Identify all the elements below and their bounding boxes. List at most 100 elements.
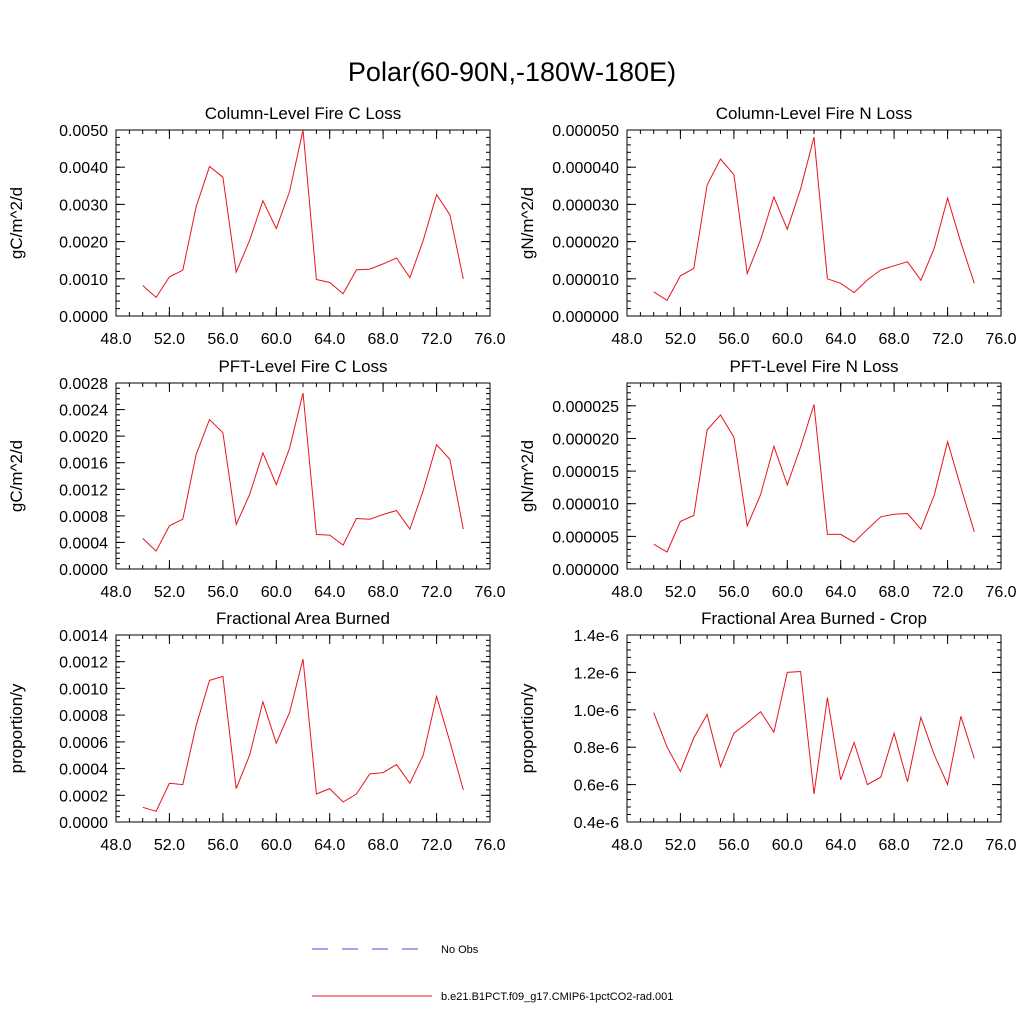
chart-panel-1: 48.0 52.0 56.0 60.0 64.0 68.0 72.0 76.0 0.0000 0.…	[7, 104, 506, 348]
x-tick-label: 72.0	[932, 584, 963, 601]
x-tick-label: 56.0	[718, 584, 749, 601]
y-tick-label: 0.000000	[552, 309, 619, 326]
y-tick-label: 0.0004	[59, 762, 108, 779]
x-tick-label: 64.0	[314, 584, 345, 601]
y-tick-label: 0.4e-6	[574, 815, 619, 832]
x-tick-label: 60.0	[772, 584, 803, 601]
x-tick-label: 56.0	[207, 331, 238, 348]
x-tick-label: 64.0	[825, 584, 856, 601]
x-tick-label: 52.0	[154, 837, 185, 854]
chart-panel-4: 48.0 52.0 56.0 60.0 64.0 68.0 72.0 76.0 0.000000…	[518, 357, 1017, 601]
plot-frame	[115, 129, 491, 317]
y-tick-label: 0.0000	[59, 815, 108, 832]
y-tick-label: 0.0030	[59, 197, 108, 214]
x-tick-label: 60.0	[261, 837, 292, 854]
y-axis-label: proportion/y	[7, 683, 26, 773]
y-tick-label: 1.2e-6	[574, 665, 619, 682]
y-tick-label: 0.000020	[552, 432, 619, 449]
x-tick-label: 72.0	[932, 331, 963, 348]
legend: No Obs b.e21.B1PCT.f09_g17.CMIP6-1pctCO2…	[312, 944, 673, 1003]
y-tick-label: 1.0e-6	[574, 703, 619, 720]
y-tick-label: 0.0000	[59, 309, 108, 326]
x-tick-label: 72.0	[932, 837, 963, 854]
series-line	[653, 136, 975, 302]
x-tick-label: 60.0	[772, 331, 803, 348]
x-tick-label: 68.0	[368, 331, 399, 348]
y-tick-label: 0.0020	[59, 429, 108, 446]
y-tick-label: 1.4e-6	[574, 628, 619, 645]
y-tick-label: 0.0010	[59, 272, 108, 289]
y-tick-label: 0.8e-6	[574, 740, 619, 757]
x-tick-label: 48.0	[611, 584, 642, 601]
y-tick-label: 0.0024	[59, 403, 108, 420]
panel-title: PFT-Level Fire N Loss	[729, 357, 898, 376]
series-line	[653, 670, 975, 795]
legend-no-obs-label: No Obs	[441, 944, 479, 956]
y-tick-label: 0.000005	[552, 529, 619, 546]
y-tick-label: 0.0000	[59, 562, 108, 579]
y-tick-label: 0.0016	[59, 456, 108, 473]
y-tick-label: 0.000010	[552, 272, 619, 289]
y-tick-label: 0.000025	[552, 399, 619, 416]
chart-panels: 48.0 52.0 56.0 60.0 64.0 68.0 72.0 76.0 0.0000 0.…	[7, 104, 1017, 854]
y-tick-label: 0.000010	[552, 497, 619, 514]
series-line	[142, 129, 464, 299]
y-tick-label: 0.0008	[59, 509, 108, 526]
y-tick-label: 0.0040	[59, 160, 108, 177]
chart-panel-5: 48.0 52.0 56.0 60.0 64.0 68.0 72.0 76.0 0.0000 0.…	[7, 609, 506, 854]
x-tick-label: 68.0	[879, 331, 910, 348]
y-axis-label: proportion/y	[518, 683, 537, 773]
legend-model-label: b.e21.B1PCT.f09_g17.CMIP6-1pctCO2-rad.00…	[441, 991, 673, 1003]
y-tick-label: 0.6e-6	[574, 778, 619, 795]
x-tick-label: 68.0	[368, 584, 399, 601]
x-tick-label: 64.0	[825, 331, 856, 348]
x-tick-label: 68.0	[879, 584, 910, 601]
x-tick-label: 52.0	[154, 331, 185, 348]
y-tick-label: 0.0012	[59, 482, 108, 499]
panel-title: PFT-Level Fire C Loss	[218, 357, 387, 376]
plot-frame	[626, 382, 1002, 570]
plot-frame	[115, 382, 491, 570]
panel-title: Column-Level Fire N Loss	[716, 104, 913, 123]
y-tick-label: 0.000040	[552, 160, 619, 177]
y-tick-label: 0.0014	[59, 628, 108, 645]
chart-panel-3: 48.0 52.0 56.0 60.0 64.0 68.0 72.0 76.0 0.0000 0.…	[7, 357, 506, 601]
x-tick-label: 76.0	[474, 584, 505, 601]
x-tick-label: 48.0	[100, 837, 131, 854]
x-tick-label: 76.0	[474, 837, 505, 854]
chart-panel-2: 48.0 52.0 56.0 60.0 64.0 68.0 72.0 76.0 0.000000…	[518, 104, 1017, 348]
y-tick-label: 0.0028	[59, 376, 108, 393]
x-tick-label: 52.0	[154, 584, 185, 601]
chart-panel-6: 48.0 52.0 56.0 60.0 64.0 68.0 72.0 76.0 0.4e-6 0.…	[518, 609, 1017, 854]
x-tick-label: 76.0	[985, 584, 1016, 601]
x-tick-label: 56.0	[207, 584, 238, 601]
series-line	[142, 392, 464, 552]
y-tick-label: 0.0020	[59, 235, 108, 252]
y-tick-label: 0.000020	[552, 235, 619, 252]
y-tick-label: 0.0010	[59, 681, 108, 698]
x-tick-label: 64.0	[314, 331, 345, 348]
y-tick-label: 0.0006	[59, 735, 108, 752]
y-axis-label: gC/m^2/d	[7, 187, 26, 259]
x-tick-label: 76.0	[985, 837, 1016, 854]
series-line	[653, 404, 975, 553]
y-tick-label: 0.0004	[59, 535, 108, 552]
x-tick-label: 72.0	[421, 584, 452, 601]
y-axis-label: gN/m^2/d	[518, 440, 537, 512]
x-tick-label: 64.0	[314, 837, 345, 854]
x-tick-label: 72.0	[421, 331, 452, 348]
y-tick-label: 0.0012	[59, 655, 108, 672]
x-tick-label: 76.0	[474, 331, 505, 348]
panel-title: Column-Level Fire C Loss	[205, 104, 402, 123]
page-title: Polar(60-90N,-180W-180E)	[347, 57, 677, 87]
x-tick-label: 52.0	[665, 584, 696, 601]
y-tick-label: 0.000030	[552, 197, 619, 214]
series-line	[142, 658, 464, 812]
panel-title: Fractional Area Burned	[216, 609, 390, 628]
x-tick-label: 52.0	[665, 837, 696, 854]
x-tick-label: 48.0	[611, 331, 642, 348]
x-tick-label: 76.0	[985, 331, 1016, 348]
panel-title: Fractional Area Burned - Crop	[701, 609, 927, 628]
y-tick-label: 0.0008	[59, 708, 108, 725]
x-tick-label: 48.0	[611, 837, 642, 854]
